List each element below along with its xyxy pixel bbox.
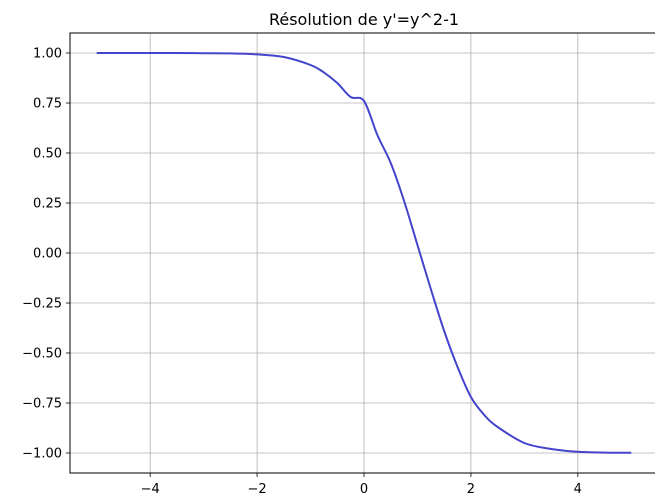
y-axis: 1.00 0.75 0.50 0.25 0.00 −0.25 −0.50 −0.75 −1.00 bbox=[22, 47, 70, 462]
y-tick-label: 0.00 bbox=[33, 247, 62, 262]
y-tick-label: −0.75 bbox=[22, 397, 62, 412]
x-tick-label: 2 bbox=[467, 482, 475, 497]
x-tick-label: 0 bbox=[360, 482, 368, 497]
y-tick-label: −0.25 bbox=[22, 297, 62, 312]
x-axis: −4 −2 0 2 4 bbox=[141, 473, 582, 497]
y-tick-label: 0.50 bbox=[33, 147, 62, 162]
y-tick-label: −1.00 bbox=[22, 447, 62, 462]
plot-area bbox=[96, 51, 632, 454]
x-tick-label: −2 bbox=[248, 482, 267, 497]
y-tick-label: 0.75 bbox=[33, 97, 62, 112]
chart-title: Résolution de y'=y^2-1 bbox=[269, 10, 459, 29]
y-tick-label: 1.00 bbox=[33, 47, 62, 62]
y-tick-label: 0.25 bbox=[33, 197, 62, 212]
x-tick-label: −4 bbox=[141, 482, 160, 497]
y-tick-label: −0.50 bbox=[22, 347, 62, 362]
x-tick-label: 4 bbox=[574, 482, 582, 497]
series-line bbox=[96, 51, 632, 454]
